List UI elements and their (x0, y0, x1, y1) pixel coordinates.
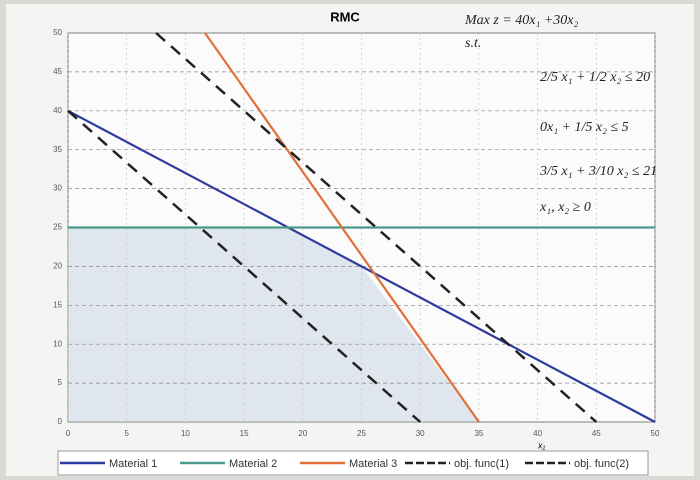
x-tick-label: 15 (240, 429, 249, 438)
legend-label: Material 2 (229, 458, 277, 470)
y-tick-label: 15 (53, 300, 62, 309)
series-line (155, 32, 598, 423)
legend-label: obj. func(1) (454, 458, 509, 470)
annotation: s.t. (465, 36, 481, 51)
legend-label: Material 1 (109, 458, 157, 470)
series-line (67, 109, 422, 423)
x-tick-label: 10 (181, 429, 190, 438)
x-tick-label: 45 (592, 429, 601, 438)
annotation: 0x₁ + 1/5 x₂ ≤ 5 (540, 120, 629, 135)
y-tick-label: 10 (53, 339, 62, 348)
y-tick-label: 0 (58, 417, 63, 426)
chart-title: RMC (330, 9, 360, 24)
series-line (204, 32, 480, 423)
x-tick-label: 30 (416, 429, 425, 438)
y-tick-label: 50 (53, 28, 62, 37)
annotation: x₁, x₂ ≥ 0 (539, 200, 591, 215)
annotation: Max z = 40x₁ +30x₂ (464, 13, 579, 28)
x-tick-label: 35 (474, 429, 483, 438)
feasible-region (68, 227, 479, 422)
x-tick-label: 20 (298, 429, 307, 438)
x-tick-label: 0 (66, 429, 71, 438)
x-tick-label: 5 (124, 429, 129, 438)
x-tick-label: 40 (533, 429, 542, 438)
y-tick-label: 5 (58, 378, 63, 387)
y-tick-label: 45 (53, 67, 62, 76)
x-tick-label: 25 (357, 429, 366, 438)
y-tick-label: 20 (53, 262, 62, 271)
x-tick-label: 50 (651, 429, 660, 438)
series-line (67, 109, 656, 423)
legend-label: obj. func(2) (574, 458, 629, 470)
x-axis-label: x₁ (537, 440, 546, 450)
y-tick-label: 25 (53, 223, 62, 232)
y-tick-label: 30 (53, 184, 62, 193)
legend-label: Material 3 (349, 458, 397, 470)
y-tick-label: 40 (53, 106, 62, 115)
annotation: 2/5 x₁ + 1/2 x₂ ≤ 20 (540, 70, 650, 85)
y-tick-label: 35 (53, 145, 62, 154)
annotation: 3/5 x₁ + 3/10 x₂ ≤ 21 (539, 164, 657, 179)
